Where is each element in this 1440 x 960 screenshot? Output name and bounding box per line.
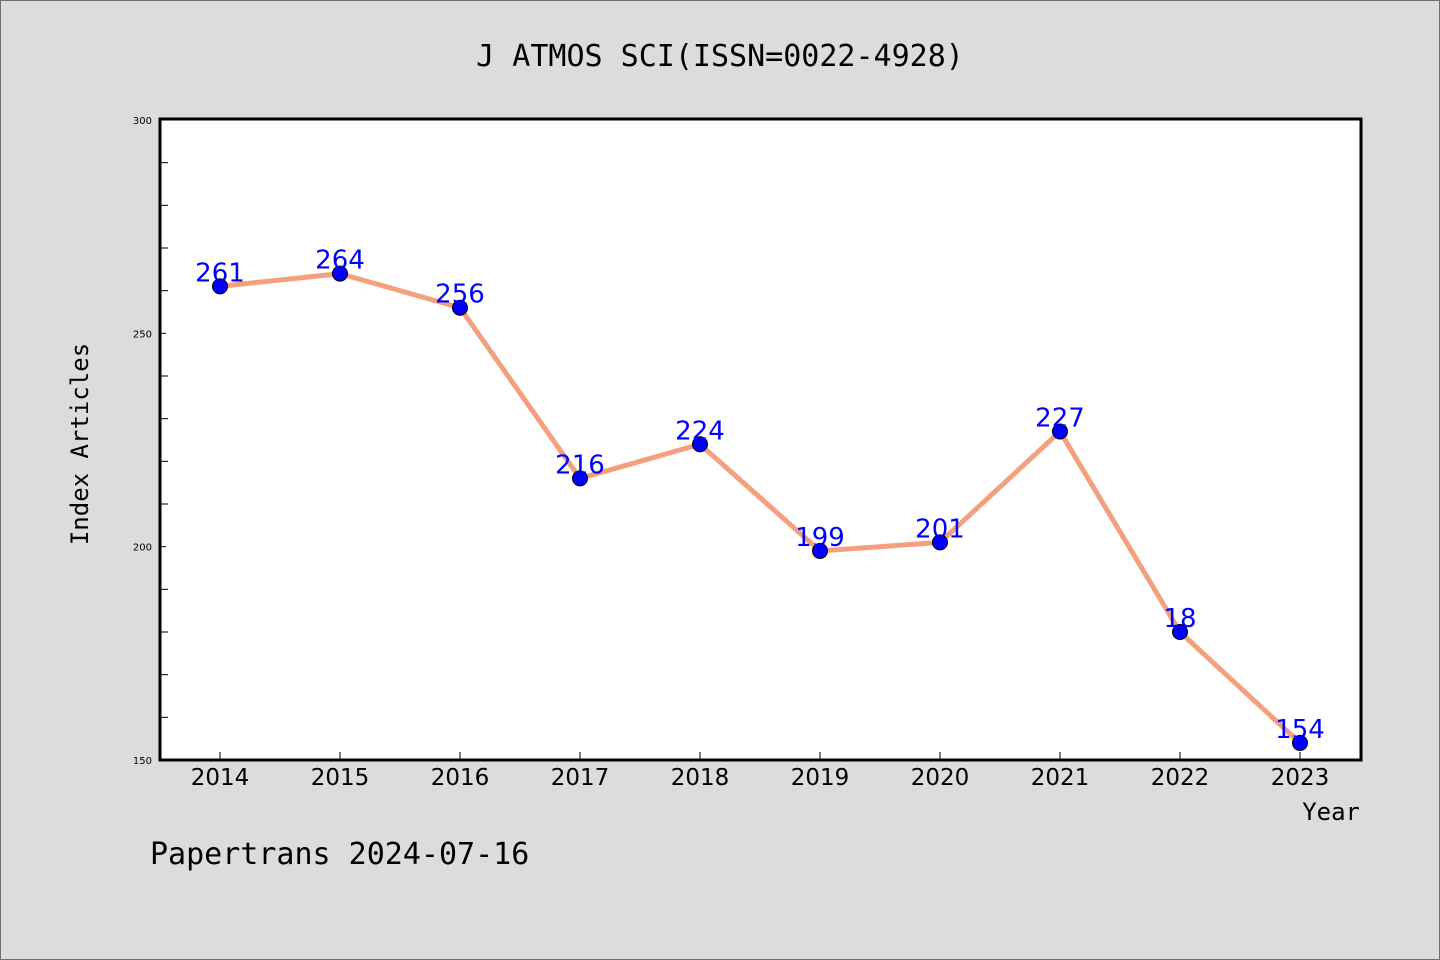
data-label: 154	[1275, 715, 1325, 745]
data-label: 261	[195, 258, 245, 288]
y-tick-label: 150	[133, 756, 152, 767]
y-tick-label: 300	[133, 116, 152, 127]
x-tick-label: 2015	[311, 765, 370, 791]
x-axis-ticks: 2014 2015 2016 2017 2018 2019 2020 2021 2022 2023	[191, 752, 1330, 791]
chart-title: J ATMOS SCI(ISSN=0022-4928)	[476, 39, 964, 74]
series-line	[217, 271, 1303, 746]
x-tick-label: 2014	[191, 765, 250, 791]
data-label: 256	[435, 280, 485, 310]
data-point-marker	[452, 299, 468, 316]
y-tick-label: 250	[133, 329, 152, 340]
data-label: 224	[675, 416, 725, 446]
data-label: 227	[1035, 403, 1085, 433]
footer-stamp: Papertrans 2024-07-16	[150, 837, 529, 872]
x-tick-label: 2022	[1151, 765, 1210, 791]
x-tick-label: 2018	[671, 765, 730, 791]
data-label: 201	[915, 514, 965, 544]
data-point-marker	[812, 542, 828, 559]
x-tick-label: 2017	[551, 765, 610, 791]
y-axis-ticks: 300 250 200 150	[133, 116, 168, 767]
data-label: 264	[315, 246, 365, 276]
plot-area	[158, 117, 1363, 762]
x-tick-label: 2016	[431, 765, 490, 791]
data-point-marker	[572, 470, 588, 487]
data-label: 18	[1163, 604, 1196, 634]
data-point-marker	[932, 534, 948, 551]
data-point-marker	[1292, 734, 1308, 751]
series-index-articles: 261 264 256 216 224 199 201 227 18 154	[195, 246, 1325, 751]
data-label: 216	[555, 450, 605, 480]
x-tick-label: 2020	[911, 765, 970, 791]
data-point-marker	[692, 436, 708, 453]
x-axis-label: Year	[1302, 798, 1360, 826]
y-axis-label: Index Articles	[66, 343, 94, 545]
x-tick-label: 2019	[791, 765, 850, 791]
x-tick-label: 2021	[1031, 765, 1090, 791]
x-tick-label: 2023	[1271, 765, 1330, 791]
data-label: 199	[795, 523, 845, 553]
data-point-marker	[212, 278, 228, 295]
data-point-marker	[332, 265, 348, 282]
data-point-marker	[1172, 624, 1188, 640]
data-point-marker	[1052, 423, 1068, 440]
y-tick-label: 200	[133, 543, 152, 554]
